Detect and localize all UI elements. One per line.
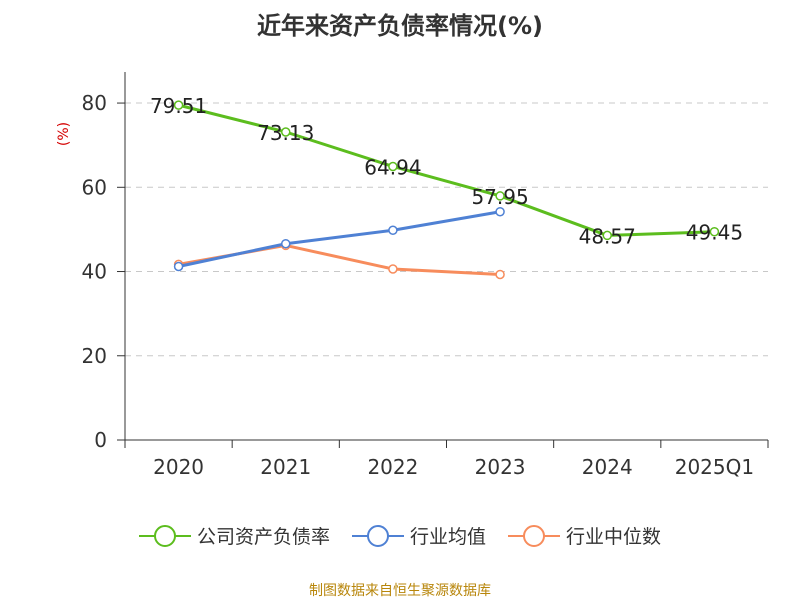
legend-line-marker-icon — [138, 524, 191, 547]
legend-marker — [523, 524, 545, 547]
data-source-note: 制图数据来自恒生聚源数据库 — [309, 583, 491, 599]
data-label: 64.94 — [364, 155, 421, 179]
x-tick-label: 2025Q1 — [675, 455, 754, 479]
legend-item-industry-median[interactable]: 行业中位数 — [508, 522, 661, 549]
x-tick-label: 2021 — [260, 455, 311, 479]
legend-marker — [153, 524, 176, 547]
data-point — [388, 161, 398, 172]
x-tick-label: 2023 — [475, 455, 526, 479]
data-point — [281, 127, 291, 137]
y-tick-label: 60 — [82, 175, 107, 199]
data-point — [495, 269, 505, 280]
legend-item-industry-average[interactable]: 行业均值 — [351, 522, 486, 549]
legend-label: 公司资产负债率 — [196, 526, 330, 548]
legend-item-company[interactable]: 公司资产负债率 — [138, 522, 330, 549]
data-label: 49.45 — [686, 221, 743, 245]
data-point — [281, 238, 291, 249]
data-point — [388, 264, 398, 274]
legend-marker — [366, 524, 389, 547]
x-tick-label: 2022 — [367, 455, 418, 479]
data-point — [388, 225, 398, 236]
data-label: 79.51 — [150, 94, 207, 118]
legend: 公司资产负债率 行业均值 行业中位数 — [0, 522, 800, 549]
legend-line-marker-icon — [508, 524, 560, 547]
chart-title: 近年来资产负债率情况(%) — [257, 12, 543, 40]
y-tick-label: 80 — [82, 91, 107, 115]
data-point — [495, 191, 505, 201]
data-point — [495, 206, 505, 217]
y-tick-label: 40 — [82, 260, 107, 284]
y-tick-label: 20 — [82, 344, 107, 368]
data-point — [709, 226, 720, 237]
y-tick-label: 0 — [94, 428, 107, 452]
data-label: 73.13 — [257, 121, 314, 145]
data-point — [173, 100, 184, 110]
series-line — [178, 210, 501, 268]
data-point — [173, 261, 184, 272]
series-line — [178, 103, 715, 237]
data-label: 48.57 — [579, 224, 636, 248]
x-tick-label: 2020 — [153, 455, 204, 479]
legend-line-marker-icon — [351, 524, 404, 547]
line-chart: 0 20 40 60 80 2020 2021 2022 2023 2024 2025Q1 79.51… — [82, 72, 769, 479]
data-label: 57.95 — [471, 185, 528, 209]
legend-label: 行业均值 — [409, 526, 486, 548]
data-point — [602, 230, 612, 241]
series-line — [178, 243, 501, 276]
legend-label: 行业中位数 — [566, 526, 662, 548]
x-tick-label: 2024 — [582, 455, 633, 479]
